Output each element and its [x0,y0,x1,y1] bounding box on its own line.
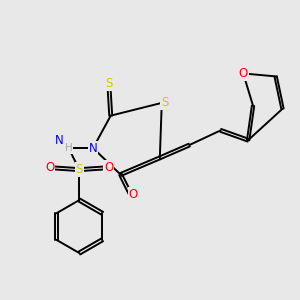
Text: O: O [45,161,55,174]
Text: S: S [161,96,168,110]
Text: S: S [105,77,112,90]
Text: N: N [89,142,98,154]
Text: O: O [238,67,248,80]
Text: H: H [65,143,72,153]
Text: O: O [129,188,138,201]
Text: N: N [55,134,64,147]
Text: O: O [104,161,113,174]
Text: S: S [76,163,83,176]
